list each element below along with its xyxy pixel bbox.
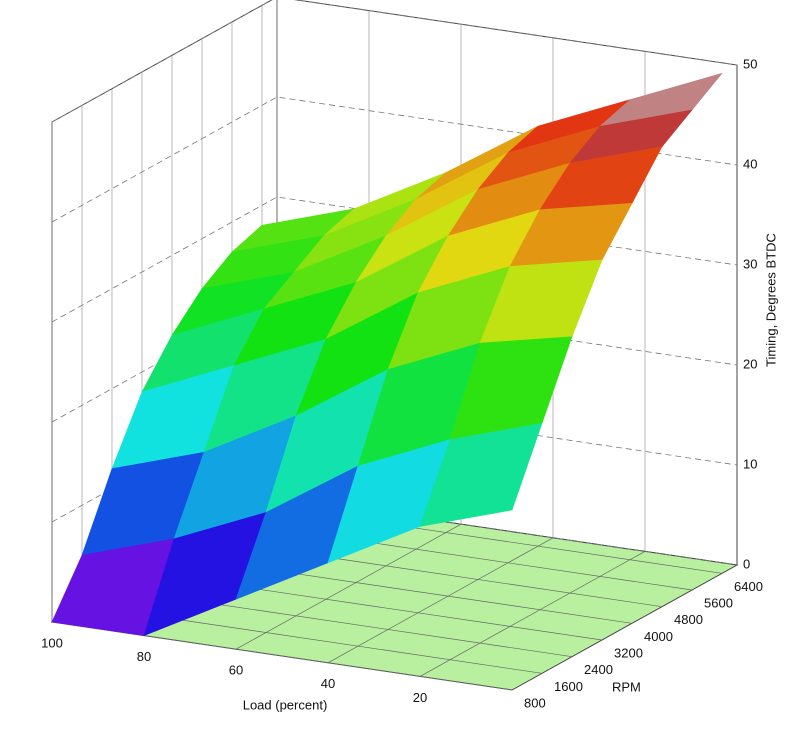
z-tick-label: 20 xyxy=(743,356,757,371)
grid-line xyxy=(235,523,462,650)
x-tick-label: 40 xyxy=(321,676,335,691)
grid-line xyxy=(51,196,738,323)
y-tick-label: 6400 xyxy=(734,579,763,594)
z-tick-label: 30 xyxy=(743,256,757,271)
y-tick-label: 4800 xyxy=(674,612,703,627)
y-tick-label: 5600 xyxy=(704,595,733,610)
x-axis-title: Load (percent) xyxy=(243,697,328,712)
x-tick-label: 100 xyxy=(41,635,63,650)
grid-line xyxy=(51,296,738,423)
grid-line xyxy=(419,551,646,677)
z-tick-label: 50 xyxy=(743,56,757,71)
x-tick-label: 20 xyxy=(413,690,427,705)
y-tick-label: 1600 xyxy=(554,679,583,694)
grid-line xyxy=(327,537,554,664)
y-tick-label: 800 xyxy=(524,695,546,710)
z-tick-label: 0 xyxy=(743,556,750,571)
surface-patch xyxy=(419,422,543,527)
y-tick-label: 2400 xyxy=(584,662,613,677)
y-axis-title: RPM xyxy=(612,679,641,694)
x-tick-label: 60 xyxy=(229,663,243,678)
x-tick-label: 80 xyxy=(137,649,151,664)
z-tick-label: 10 xyxy=(743,456,757,471)
grid-line xyxy=(51,96,738,223)
z-tick-label: 40 xyxy=(743,156,757,171)
y-tick-label: 3200 xyxy=(614,645,643,660)
grid-line xyxy=(51,0,738,123)
y-tick-label: 4000 xyxy=(644,629,673,644)
surface xyxy=(51,72,723,637)
z-axis-title: Timing, Degrees BTDC xyxy=(763,233,778,367)
